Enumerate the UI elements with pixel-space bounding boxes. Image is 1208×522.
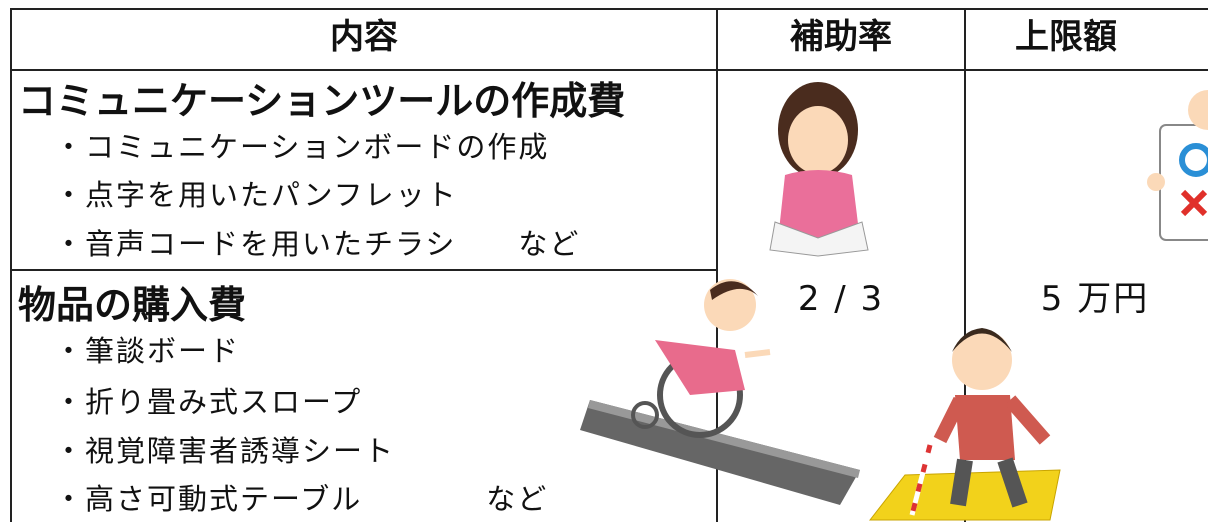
header-cell: 上限額: [1015, 17, 1117, 57]
limit-cell: 5 万円: [1040, 279, 1150, 319]
section-divider: [10, 269, 718, 271]
quiz-board-illustration: [1147, 90, 1208, 241]
list-item: ・高さ可動式テーブル など: [54, 482, 549, 516]
list-item: ・筆談ボード: [54, 334, 241, 368]
border-left: [10, 8, 12, 522]
border-top: [10, 8, 1208, 10]
column-divider: [716, 8, 718, 522]
column-divider: [964, 8, 966, 522]
list-item: ・コミュニケーションボードの作成: [54, 130, 550, 164]
header-cell: 内容: [330, 17, 398, 57]
list-item: ・折り畳み式スロープ: [54, 385, 363, 419]
section-title: 物品の購入費: [18, 283, 247, 327]
list-item: ・視覚障害者誘導シート: [54, 434, 396, 468]
header-divider: [10, 69, 1208, 71]
wheelchair-illustration: [580, 279, 860, 505]
reader-illustration: [769, 82, 869, 257]
list-item: ・音声コードを用いたチラシ など: [54, 227, 581, 261]
header-cell: 補助率: [790, 17, 892, 57]
rate-cell: 2 / 3: [797, 279, 885, 319]
section-title: コミュニケーションツールの作成費: [18, 79, 626, 123]
cane-walker-illustration: [868, 328, 1061, 521]
list-item: ・点字を用いたパンフレット: [54, 178, 458, 212]
